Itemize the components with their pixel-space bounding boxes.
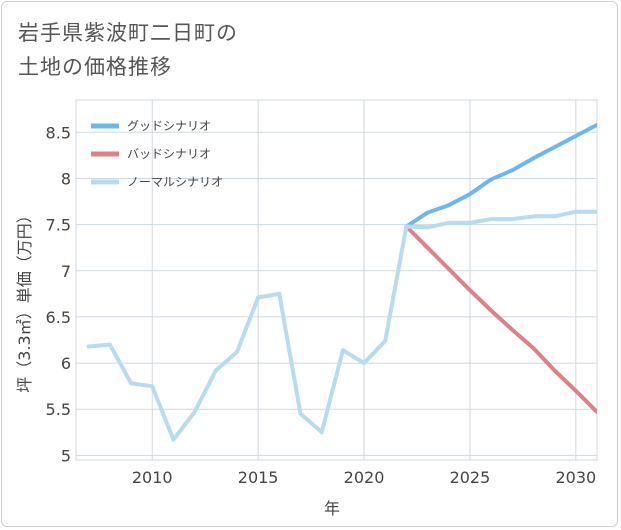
chart-title: 岩手県紫波町二日町の 土地の価格推移 — [18, 16, 238, 84]
y-axis-label: 坪（3.3㎡）単価（万円） — [15, 207, 34, 392]
plot-frame — [75, 99, 598, 461]
y-tick-label: 8.5 — [46, 123, 71, 142]
x-tick-label: 2015 — [238, 468, 279, 487]
chart-title-line1: 岩手県紫波町二日町の — [18, 21, 238, 45]
x-tick-label: 2020 — [344, 468, 385, 487]
y-tick-label: 6 — [61, 354, 71, 373]
legend-label-2: ノーマルシナリオ — [127, 175, 223, 189]
x-tick-label: 2025 — [450, 468, 491, 487]
legend-label-0: グッドシナリオ — [127, 119, 211, 133]
x-axis-label: 年 — [324, 499, 340, 518]
series-line-2 — [86, 209, 597, 442]
y-tick-label: 8 — [61, 169, 71, 188]
series-lines — [86, 122, 597, 442]
y-tick-label: 7.5 — [46, 216, 71, 235]
chart-title-line2: 土地の価格推移 — [18, 55, 172, 79]
y-tick-label: 6.5 — [46, 308, 71, 327]
legend-label-1: バッドシナリオ — [127, 147, 211, 161]
axes — [75, 99, 598, 461]
series-line-0 — [404, 122, 597, 229]
y-tick-label: 5 — [61, 446, 71, 465]
series-line-1 — [404, 224, 597, 414]
y-tick-label: 7 — [61, 262, 71, 281]
x-tick-label: 2010 — [132, 468, 173, 487]
x-tick-label: 2030 — [555, 468, 596, 487]
y-tick-label: 5.5 — [46, 400, 71, 419]
tick-labels: 2010 2015 2020 2025 2030 5 5.5 6 6.5 7 7.5 8 8.5 — [46, 123, 597, 487]
